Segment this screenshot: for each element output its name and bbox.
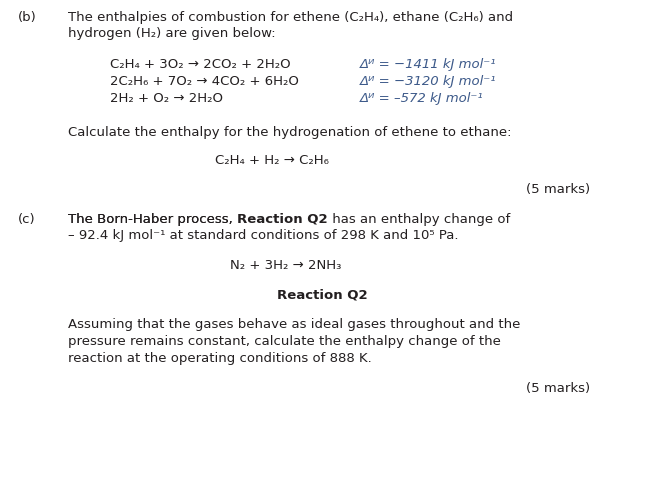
Text: N₂ + 3H₂ → 2NH₃: N₂ + 3H₂ → 2NH₃ bbox=[230, 259, 341, 272]
Text: (c): (c) bbox=[18, 213, 35, 226]
Text: pressure remains constant, calculate the enthalpy change of the: pressure remains constant, calculate the… bbox=[68, 335, 501, 348]
Text: C₂H₄ + H₂ → C₂H₆: C₂H₄ + H₂ → C₂H₆ bbox=[215, 154, 329, 167]
Text: The Born-Haber process, Reaction Q2 has an enthalpy change of: The Born-Haber process, Reaction Q2 has … bbox=[68, 213, 501, 226]
Text: – 92.4 kJ mol⁻¹ at standard conditions of 298 K and 10⁵ Pa.: – 92.4 kJ mol⁻¹ at standard conditions o… bbox=[68, 229, 459, 242]
Text: Assuming that the gases behave as ideal gases throughout and the: Assuming that the gases behave as ideal … bbox=[68, 318, 521, 331]
Text: The Born-Haber process,: The Born-Haber process, bbox=[68, 213, 237, 226]
Text: Calculate the enthalpy for the hydrogenation of ethene to ethane:: Calculate the enthalpy for the hydrogena… bbox=[68, 126, 511, 139]
Text: Δᴻ = –572 kJ mol⁻¹: Δᴻ = –572 kJ mol⁻¹ bbox=[360, 92, 484, 105]
Text: 2H₂ + O₂ → 2H₂O: 2H₂ + O₂ → 2H₂O bbox=[110, 92, 223, 105]
Text: Δᴻ = −3120 kJ mol⁻¹: Δᴻ = −3120 kJ mol⁻¹ bbox=[360, 75, 497, 88]
Text: C₂H₄ + 3O₂ → 2CO₂ + 2H₂O: C₂H₄ + 3O₂ → 2CO₂ + 2H₂O bbox=[110, 58, 291, 71]
Text: hydrogen (H₂) are given below:: hydrogen (H₂) are given below: bbox=[68, 27, 275, 40]
Text: reaction at the operating conditions of 888 K.: reaction at the operating conditions of … bbox=[68, 352, 372, 365]
Text: 2C₂H₆ + 7O₂ → 4CO₂ + 6H₂O: 2C₂H₆ + 7O₂ → 4CO₂ + 6H₂O bbox=[110, 75, 299, 88]
Text: has an enthalpy change of: has an enthalpy change of bbox=[328, 213, 510, 226]
Text: The enthalpies of combustion for ethene (C₂H₄), ethane (C₂H₆) and: The enthalpies of combustion for ethene … bbox=[68, 11, 513, 24]
Text: (5 marks): (5 marks) bbox=[526, 382, 590, 395]
Text: The Born-Haber process,: The Born-Haber process, bbox=[68, 213, 237, 226]
Text: Reaction Q2: Reaction Q2 bbox=[277, 288, 367, 301]
Text: Δᴻ = −1411 kJ mol⁻¹: Δᴻ = −1411 kJ mol⁻¹ bbox=[360, 58, 497, 71]
Text: Reaction Q2: Reaction Q2 bbox=[237, 213, 328, 226]
Text: (5 marks): (5 marks) bbox=[526, 183, 590, 196]
Text: (b): (b) bbox=[18, 11, 37, 24]
